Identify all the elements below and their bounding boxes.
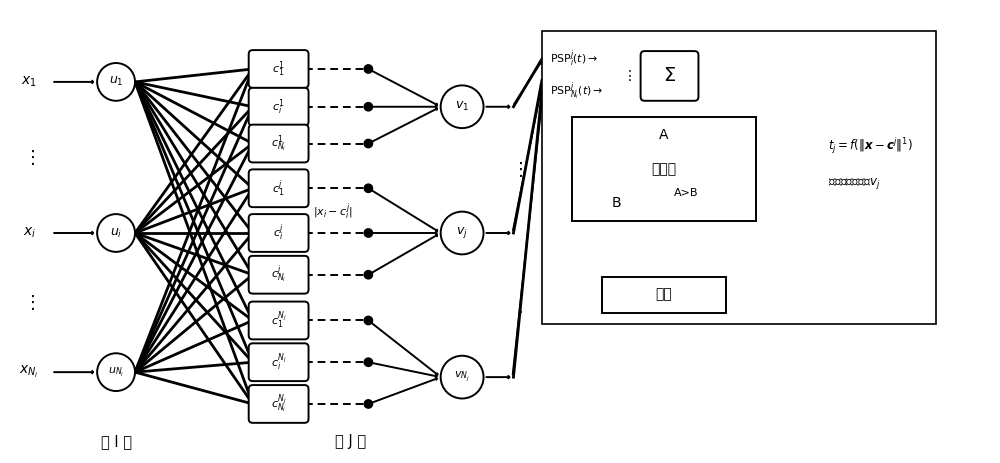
Text: $c_{N_i}^j$: $c_{N_i}^j$ [271,264,286,286]
FancyBboxPatch shape [249,125,309,163]
Text: $c_{N_i}^1$: $c_{N_i}^1$ [271,133,286,154]
Bar [572,117,756,221]
Circle shape [364,184,373,193]
Text: $t_j = f(\|\boldsymbol{x}-\boldsymbol{c}^j\|^1)$: $t_j = f(\|\boldsymbol{x}-\boldsymbol{c}… [828,136,913,156]
Text: 第 J 层: 第 J 层 [335,434,366,449]
Circle shape [441,85,484,128]
Circle shape [441,356,484,399]
Text: $c_1^j$: $c_1^j$ [272,178,285,199]
Text: 时刻的输出脉冲$v_j$: 时刻的输出脉冲$v_j$ [828,176,881,191]
Circle shape [441,212,484,254]
Circle shape [364,65,373,73]
Circle shape [364,316,373,325]
Circle shape [364,229,373,237]
Text: $x_1$: $x_1$ [21,75,37,89]
Text: $v_j$: $v_j$ [456,225,468,240]
Text: 阈值: 阈值 [656,288,672,301]
Text: $|x_i - c_i^j|$: $|x_i - c_i^j|$ [313,201,352,221]
Bar [542,31,936,325]
Text: $c_i^j$: $c_i^j$ [273,223,284,244]
Text: $\vdots$: $\vdots$ [622,68,631,83]
FancyBboxPatch shape [249,88,309,125]
Bar [602,277,726,313]
Text: $\vdots$: $\vdots$ [511,160,523,179]
Text: 第 I 层: 第 I 层 [101,434,132,449]
Text: $v_{N_j}$: $v_{N_j}$ [454,370,470,384]
Text: $\vdots$: $\vdots$ [23,293,35,312]
FancyBboxPatch shape [249,50,309,88]
FancyBboxPatch shape [641,51,698,101]
FancyBboxPatch shape [249,301,309,339]
Circle shape [97,63,135,101]
Circle shape [97,214,135,252]
Text: $\vdots$: $\vdots$ [511,295,523,314]
Text: $c_1^1$: $c_1^1$ [272,59,285,79]
Text: $x_i$: $x_i$ [23,226,36,240]
Circle shape [97,353,135,391]
Text: A: A [659,128,669,142]
Circle shape [364,270,373,279]
Circle shape [364,400,373,408]
Text: $u_1$: $u_1$ [109,75,123,88]
Text: 比较器: 比较器 [651,162,677,176]
Text: $\Sigma$: $\Sigma$ [663,66,676,86]
Text: $c_i^{N_j}$: $c_i^{N_j}$ [271,351,287,373]
Text: $c_{N_i}^{N_j}$: $c_{N_i}^{N_j}$ [271,393,287,415]
Text: $u_i$: $u_i$ [110,226,122,239]
Circle shape [364,103,373,111]
FancyBboxPatch shape [249,256,309,294]
Text: B: B [611,196,621,210]
FancyBboxPatch shape [249,344,309,381]
Text: $c_1^{N_j}$: $c_1^{N_j}$ [271,310,287,332]
Text: $u_{N_i}$: $u_{N_i}$ [108,366,124,379]
Circle shape [364,358,373,366]
FancyBboxPatch shape [249,214,309,252]
Text: $x_{N_i}$: $x_{N_i}$ [19,364,39,380]
Text: $\mathrm{PSP}_i^j(t)\rightarrow$: $\mathrm{PSP}_i^j(t)\rightarrow$ [550,49,598,69]
Text: $\vdots$: $\vdots$ [23,148,35,167]
FancyBboxPatch shape [249,385,309,423]
Text: $\mathrm{PSP}_{N_i}^j(t)\rightarrow$: $\mathrm{PSP}_{N_i}^j(t)\rightarrow$ [550,81,603,103]
Circle shape [364,139,373,148]
Text: $v_1$: $v_1$ [455,100,469,113]
Text: $c_i^1$: $c_i^1$ [272,97,285,117]
Text: A>B: A>B [674,188,698,198]
FancyBboxPatch shape [249,169,309,207]
